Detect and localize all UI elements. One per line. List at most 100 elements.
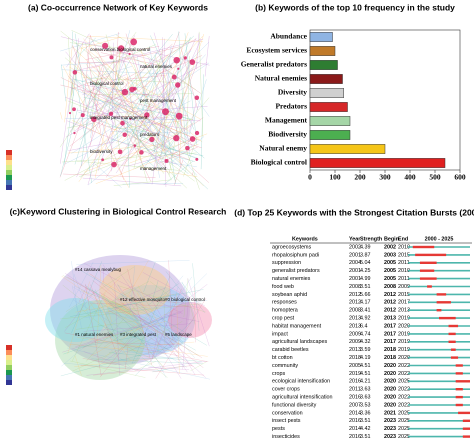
table-cell: agricultural intensification (272, 395, 333, 401)
y-tick-label: Generalist predators (241, 60, 307, 69)
color-scale (6, 360, 12, 365)
table-cell: 2018 (384, 347, 396, 353)
bar (309, 116, 351, 126)
network-node (121, 88, 129, 96)
network-edge (160, 97, 210, 155)
cluster-edge (143, 261, 156, 293)
network-node (117, 149, 123, 155)
burst (450, 348, 456, 351)
table-cell: 2005 (384, 276, 396, 282)
network-edge (62, 152, 197, 163)
network-edge (68, 141, 115, 151)
network-node (173, 56, 180, 64)
network-edge (166, 126, 176, 184)
table-cell: suppression (272, 260, 301, 266)
cluster-edge (183, 278, 189, 318)
network-edge (124, 116, 136, 132)
table-cell: 2013 (349, 347, 361, 353)
table-cell: 3.41 (360, 308, 371, 314)
network-node (72, 70, 78, 75)
color-scale (6, 380, 12, 385)
burst (455, 388, 463, 391)
cluster-edge (90, 284, 120, 360)
burst (436, 293, 447, 296)
network-edge (89, 85, 114, 133)
network-edge (181, 38, 197, 69)
table-cell: 2013 (384, 316, 396, 322)
network-edge (125, 33, 155, 121)
cluster-edge (97, 324, 173, 351)
cluster-edge (137, 285, 165, 335)
cluster-label: #14 cassava mealybug (75, 267, 122, 272)
cluster-edge (86, 298, 131, 361)
network-node (149, 136, 155, 143)
x-tick-label: 500 (429, 173, 441, 182)
cluster-edge (99, 292, 169, 335)
network-edge (126, 72, 158, 150)
y-tick-label: Diversity (278, 88, 307, 97)
table-cell: 2011 (398, 276, 410, 282)
network-edge (155, 143, 198, 159)
table-cell: 2009 (398, 284, 410, 290)
table-cell: 4.99 (360, 276, 371, 282)
table-cell: 2002 (384, 244, 396, 250)
cluster-edge (125, 346, 129, 370)
network-edge (161, 39, 202, 123)
table-cell: 2023 (384, 434, 396, 440)
table-cell: 3.59 (360, 347, 371, 353)
table-cell: natural enemies (272, 276, 311, 282)
table-cell: 2019 (398, 347, 410, 353)
cluster (168, 302, 212, 338)
network-edge (60, 112, 63, 120)
network-label: natural enemies (140, 64, 173, 69)
network-edge (67, 100, 146, 132)
table-cell: 2020 (384, 363, 396, 369)
column-header: Strength (360, 236, 382, 242)
table-cell: 2008 (349, 284, 361, 290)
network-edge (175, 119, 182, 168)
network-edge (178, 31, 186, 144)
network-edge (89, 79, 208, 190)
table-cell: 2004 (349, 260, 361, 266)
table-cell: soybean aphid (272, 292, 307, 298)
y-tick-label: Ecosystem services (246, 46, 307, 55)
network-node (195, 157, 199, 161)
cluster-edge (72, 332, 156, 372)
network-edge (71, 42, 84, 96)
cluster-edge (134, 276, 192, 363)
table-cell: insecticides (272, 434, 300, 440)
network-edge (79, 36, 203, 168)
network-node (175, 82, 181, 88)
network-edge (113, 179, 171, 186)
network-node (108, 111, 114, 116)
network-edge (100, 38, 192, 111)
panel-b-title: (b) Keywords of the top 10 frequency in … (255, 2, 455, 12)
cluster-edge (82, 358, 117, 365)
network-node (185, 145, 190, 151)
network-label: pest management (140, 98, 177, 103)
table-cell: 4.51 (360, 363, 371, 369)
network-node (133, 86, 137, 91)
cluster-edge (88, 307, 147, 314)
network-edge (60, 108, 78, 177)
table-cell: 4.32 (360, 339, 371, 345)
cluster-edge (83, 351, 140, 372)
network-edge (83, 145, 153, 173)
table-cell: 2023 (384, 426, 396, 432)
network-edge (82, 73, 128, 96)
network-edge (79, 35, 195, 141)
cluster-edge (77, 336, 139, 348)
burst (448, 332, 456, 336)
network-edge (60, 33, 120, 52)
table-cell: 2021 (384, 410, 396, 416)
network-node (120, 120, 125, 126)
table-cell: 2015 (398, 292, 410, 298)
table-cell: 3.63 (360, 387, 371, 393)
table-cell: 2016 (349, 418, 361, 424)
network-edge (95, 143, 199, 184)
burst (458, 411, 470, 415)
cluster-edge (63, 363, 164, 372)
burst (419, 261, 437, 264)
cluster (100, 265, 170, 315)
